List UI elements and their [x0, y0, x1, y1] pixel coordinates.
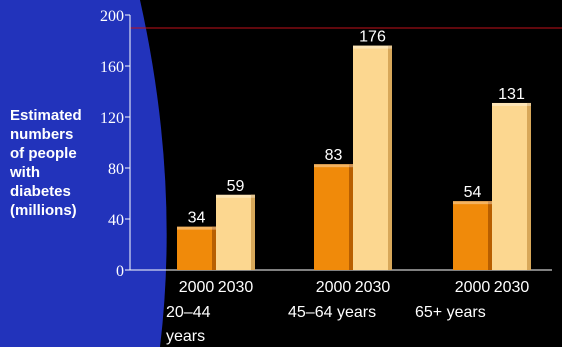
- y-tick-label: 0: [116, 263, 124, 280]
- bar-highlight: [314, 164, 353, 168]
- bar: [492, 102, 531, 270]
- bar-highlight: [177, 226, 216, 230]
- bar-shade: [527, 102, 531, 270]
- category-label: 20–44: [166, 304, 211, 321]
- data-label: 34: [188, 210, 206, 227]
- bar-highlight: [216, 194, 255, 198]
- x-tick-label: 2000: [179, 279, 215, 296]
- y-tick-label: 160: [100, 59, 124, 76]
- bar-shade: [388, 45, 392, 270]
- x-tick-label: 2030: [355, 279, 391, 296]
- x-tick-label: 2030: [218, 279, 254, 296]
- bar: [353, 45, 392, 270]
- bar-shade: [349, 164, 353, 270]
- y-tick-label: 200: [100, 8, 124, 25]
- y-tick-label: 120: [100, 110, 124, 127]
- category-label: years: [166, 328, 205, 345]
- x-tick-label: 2030: [494, 279, 530, 296]
- bar-highlight: [353, 45, 392, 49]
- x-tick-label: 2000: [316, 279, 352, 296]
- bar-shade: [488, 201, 492, 270]
- data-label: 131: [498, 86, 525, 103]
- data-label: 59: [227, 178, 245, 195]
- bar-shade: [212, 226, 216, 270]
- bar: [216, 194, 255, 270]
- data-label: 83: [325, 147, 343, 164]
- data-label: 176: [359, 29, 386, 46]
- bar-highlight: [453, 201, 492, 205]
- y-tick-label: 80: [108, 161, 124, 178]
- x-tick-label: 2000: [455, 279, 491, 296]
- bar-highlight: [492, 102, 531, 106]
- category-label: 45–64 years: [288, 304, 376, 321]
- y-tick-label: 40: [108, 212, 124, 229]
- data-label: 54: [464, 184, 482, 201]
- category-label: 65+ years: [415, 304, 486, 321]
- y-axis-label: Estimated numbers of people with diabete…: [10, 107, 82, 219]
- bar: [314, 164, 353, 270]
- bar-shade: [251, 194, 255, 270]
- bar: [177, 226, 216, 270]
- bar: [453, 201, 492, 270]
